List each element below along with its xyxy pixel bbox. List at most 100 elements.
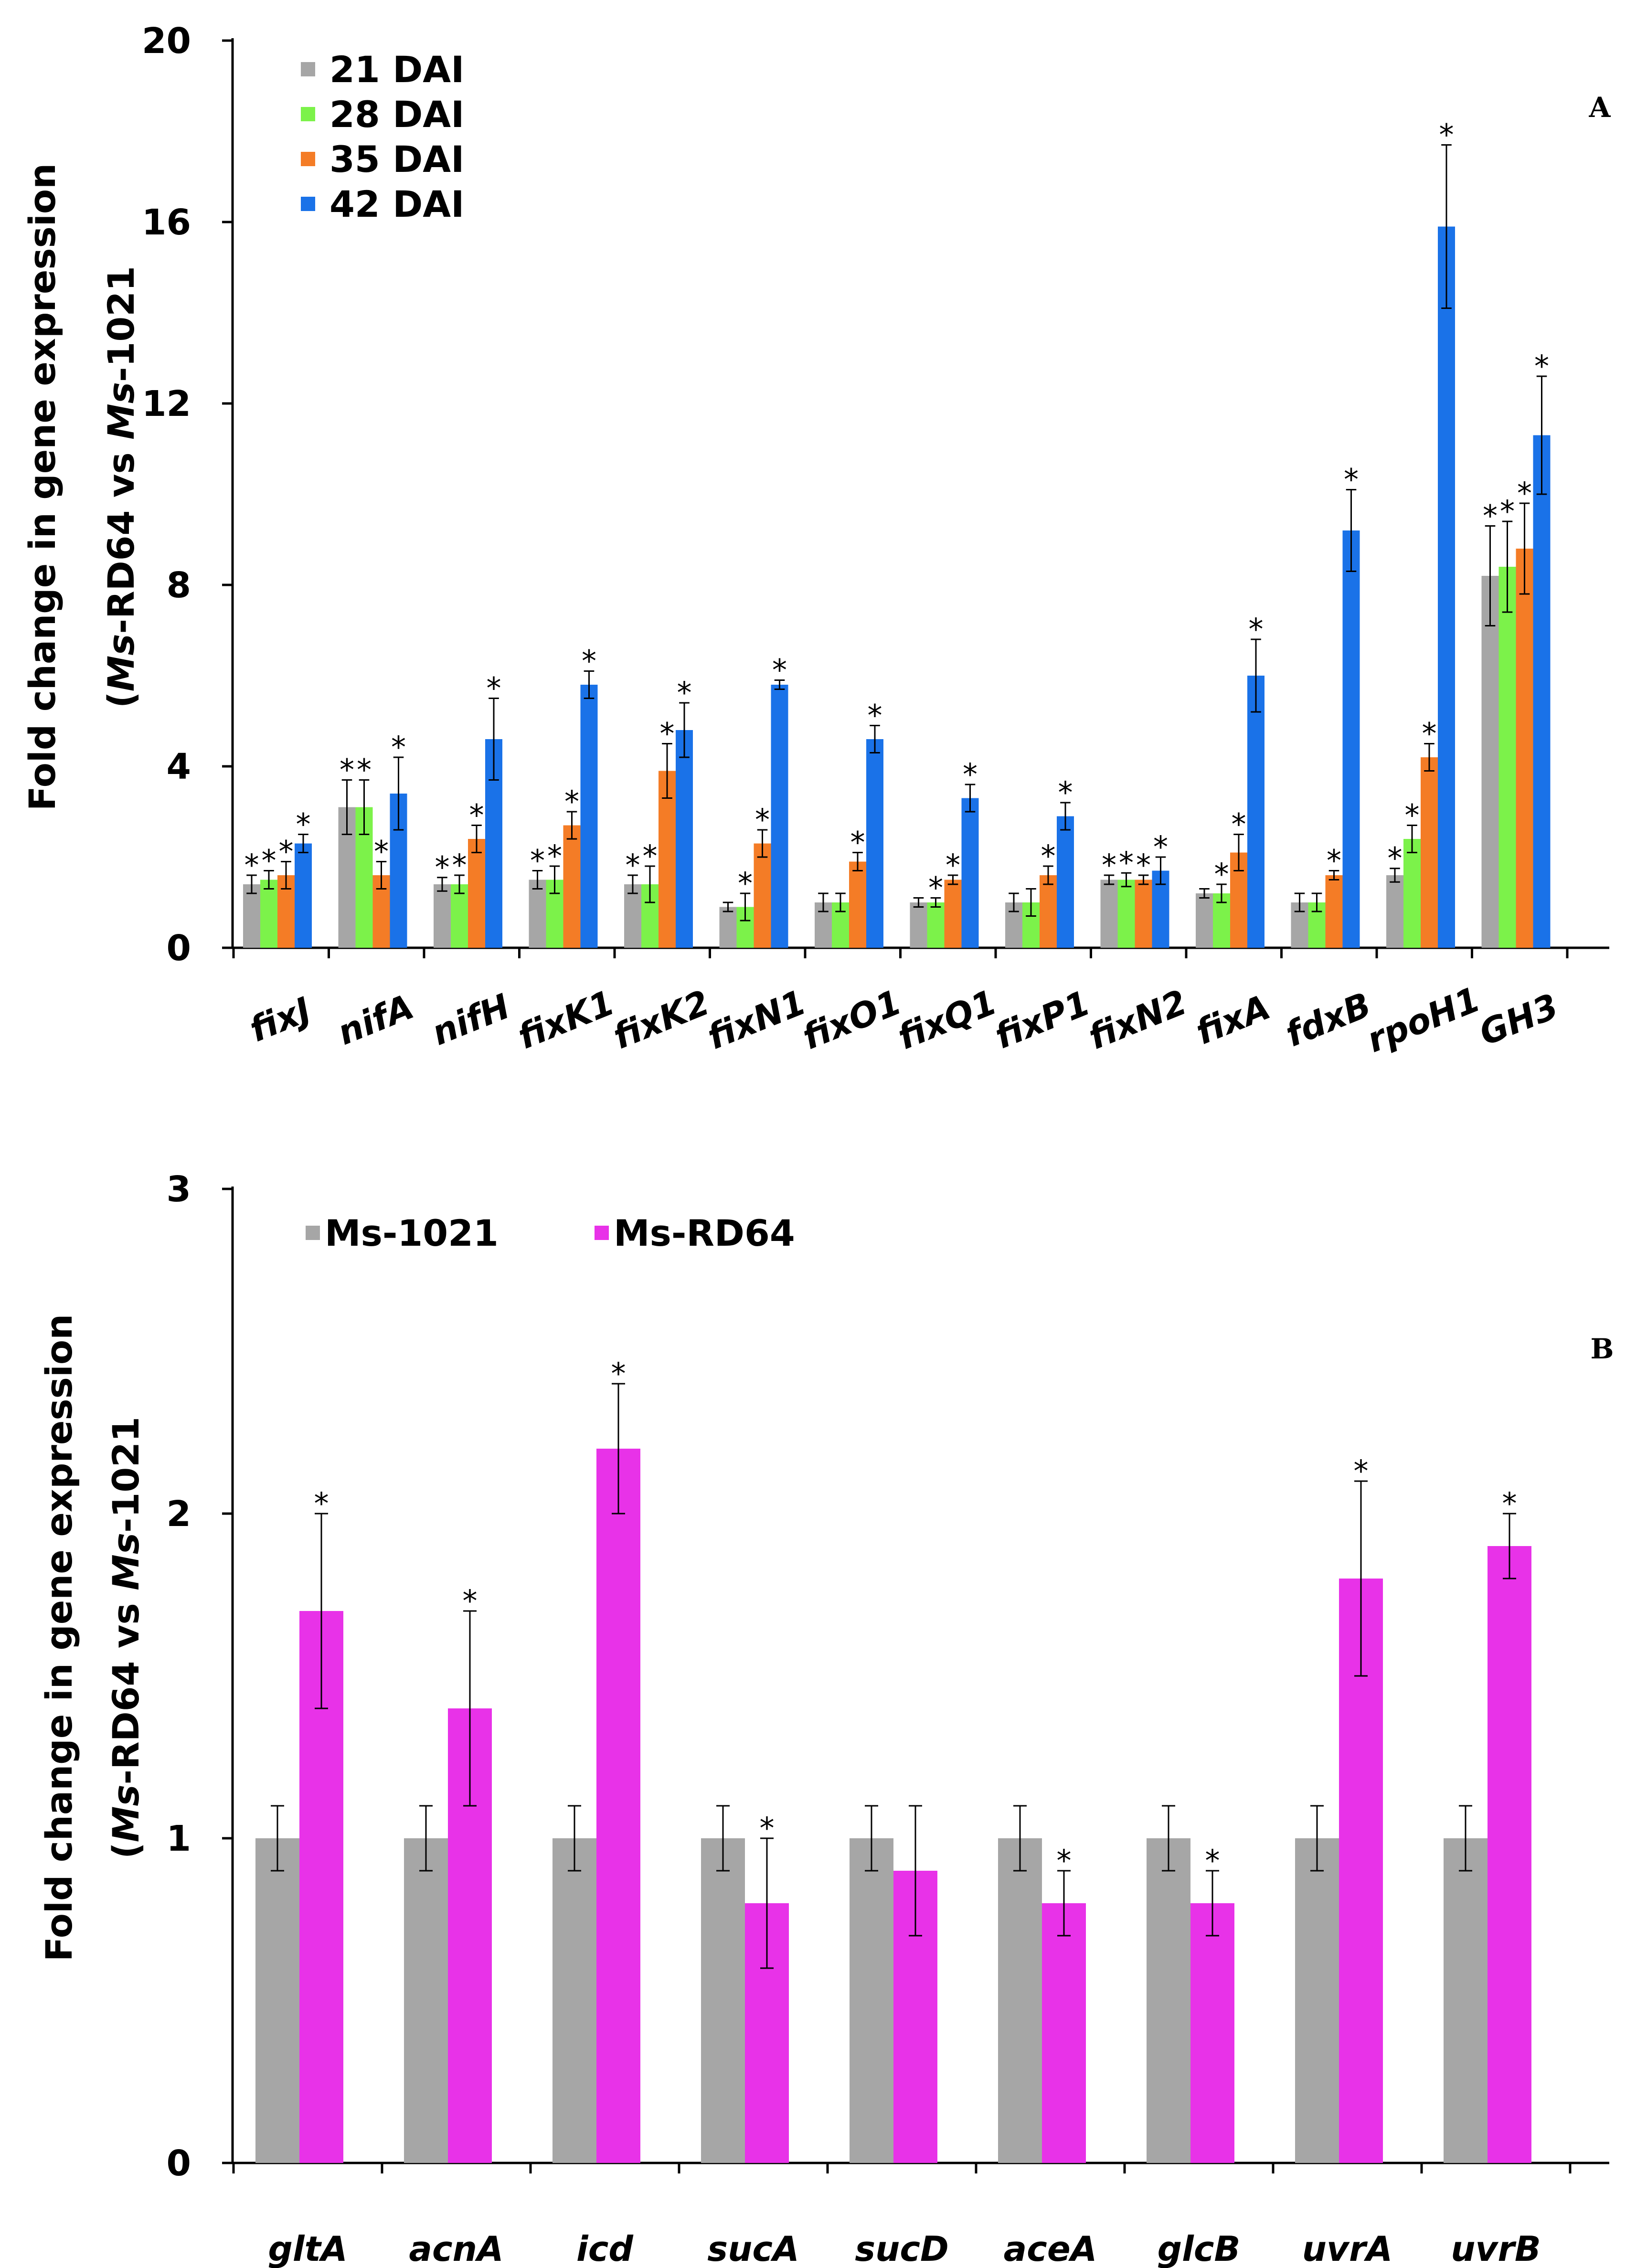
bar (563, 825, 581, 948)
bar (553, 1838, 596, 2163)
legend-label: Ms-1021 (325, 1212, 499, 1254)
bar (1498, 567, 1516, 948)
panel-B: 0 1 2 3 gltA acnA icd sucA sucD aceA glcB uvrA uvrB *… (38, 1169, 1614, 2268)
bar (659, 771, 676, 948)
legend-label: 42 DAI (329, 183, 464, 225)
y-axis-title-line2: (Ms-RD64 vs Ms-1021 (105, 1417, 147, 1859)
y-axis-title-line2: (Ms-RD64 vs Ms-1021 (100, 266, 142, 708)
x-category-label: fixJ (244, 989, 317, 1050)
y-axis-title-part: Ms (100, 634, 142, 691)
bar (255, 1838, 299, 2163)
bar (1135, 880, 1152, 948)
legend-swatch (301, 197, 315, 211)
y-tick-label: 16 (142, 202, 191, 243)
bar (1247, 676, 1264, 948)
bar (866, 739, 883, 948)
x-category-label: fixO1 (797, 982, 907, 1057)
y-tick-label: 4 (167, 746, 191, 787)
x-category-label: fixA (1190, 987, 1276, 1052)
bar (961, 798, 979, 948)
significance-marker: * (1249, 612, 1264, 646)
significance-marker: * (850, 825, 865, 860)
x-category-label: aceA (1004, 2229, 1097, 2268)
legend-swatch (301, 107, 315, 121)
x-category-label: icd (576, 2229, 634, 2268)
significance-marker: * (772, 653, 787, 688)
significance-marker: * (643, 838, 658, 873)
legend-label: Ms-RD64 (614, 1212, 795, 1254)
legend-swatch (301, 62, 315, 76)
bar (1117, 880, 1135, 948)
x-category-label: nifA (332, 986, 419, 1053)
significance-marker: * (1102, 848, 1116, 882)
bar (771, 685, 788, 948)
significance-marker: * (391, 730, 406, 764)
y-axis-title-part: -1021 (100, 266, 142, 382)
bar (468, 839, 485, 948)
significance-marker: * (1502, 1486, 1517, 1521)
bar (850, 1838, 893, 2163)
significance-marker: * (1058, 775, 1073, 810)
significance-marker: * (564, 784, 579, 819)
bar (624, 884, 641, 948)
bar (1444, 1838, 1488, 2163)
bar (944, 880, 962, 948)
x-category-label: GH3 (1474, 986, 1564, 1053)
significance-marker: * (1483, 498, 1498, 533)
x-category-label: acnA (409, 2229, 503, 2268)
significance-marker: * (760, 1811, 775, 1845)
x-category-label: fdxB (1280, 985, 1376, 1055)
bar (451, 884, 468, 948)
panel-A: 0 4 8 12 16 20 fixJ nifA nifHfixK1fixK2fixN1fixO… (21, 21, 1611, 1060)
significance-marker: * (1214, 857, 1229, 891)
x-category-label: gltA (268, 2229, 347, 2268)
significance-marker: * (279, 834, 294, 869)
significance-marker: * (244, 848, 259, 882)
bar (1147, 1838, 1190, 2163)
bar (1533, 435, 1551, 948)
y-tick-label: 12 (142, 383, 191, 424)
x-category-label: rpoH1 (1361, 979, 1486, 1060)
y-axis-title-part: Ms (105, 1533, 147, 1590)
x-category-label: uvrB (1451, 2229, 1541, 2268)
bar (1100, 880, 1118, 948)
bar (719, 907, 737, 948)
y-tick-label: 0 (167, 928, 191, 969)
y-axis-title: Fold change in gene expression (38, 1314, 80, 1961)
bar (1386, 875, 1403, 948)
legend-label: 21 DAI (329, 48, 464, 91)
x-category-label: fixP1 (989, 983, 1095, 1057)
significance-marker: * (1354, 1453, 1369, 1488)
significance-marker: * (547, 838, 562, 873)
x-category-label: nifH (426, 986, 515, 1053)
significance-marker: * (755, 802, 770, 837)
x-category-label: fixN1 (702, 982, 811, 1057)
significance-marker: * (963, 757, 978, 792)
bar (676, 730, 693, 948)
significance-marker: * (487, 671, 501, 706)
bar (1325, 875, 1343, 948)
legend-label: 28 DAI (329, 93, 464, 136)
bar (1516, 549, 1533, 948)
bar (434, 884, 451, 948)
legend-swatch (301, 152, 315, 166)
bar (701, 1838, 745, 2163)
significance-marker: * (1422, 716, 1437, 751)
x-category-label: fixK2 (607, 982, 715, 1057)
y-tick-label: 2 (167, 1494, 191, 1535)
significance-marker: * (660, 716, 675, 751)
bar (849, 861, 866, 948)
y-axis-title-part: -RD64 vs (105, 1590, 147, 1785)
bar (260, 880, 277, 948)
significance-marker: * (1517, 476, 1532, 510)
bar (243, 884, 260, 948)
significance-marker: * (1500, 494, 1515, 529)
x-category-label: fixN2 (1083, 982, 1192, 1057)
bar (998, 1838, 1042, 2163)
legend-label: 35 DAI (329, 138, 464, 180)
significance-marker: * (1344, 462, 1359, 497)
significance-marker: * (946, 848, 960, 882)
panel-label: A (1588, 91, 1611, 124)
significance-marker: * (463, 1583, 478, 1618)
significance-marker: * (1205, 1843, 1220, 1878)
